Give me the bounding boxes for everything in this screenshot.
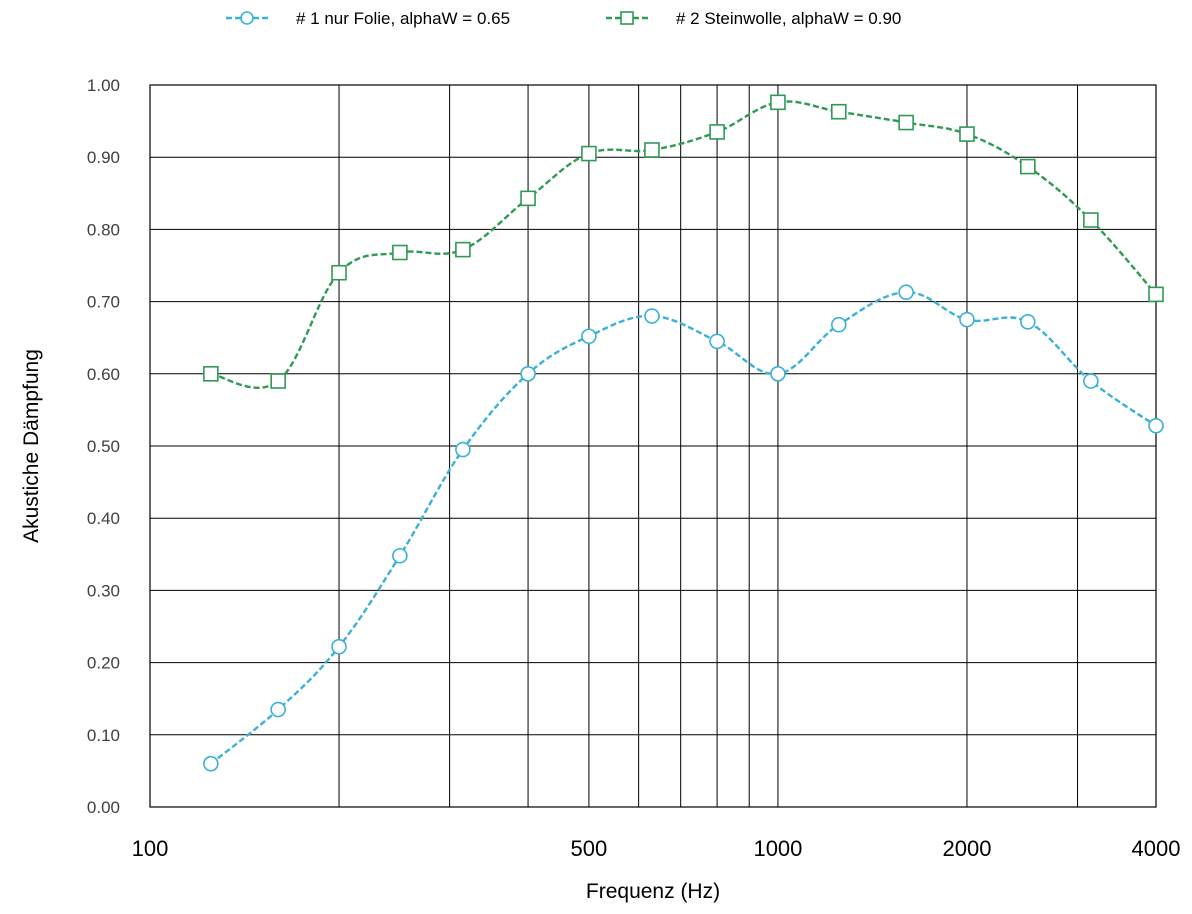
y-tick-label: 0.30	[87, 581, 120, 600]
data-point-circle	[392, 547, 408, 564]
data-point-circle	[709, 333, 725, 350]
data-point-square	[770, 94, 786, 111]
series-1	[203, 284, 1164, 772]
y-tick-label: 0.10	[87, 726, 120, 745]
legend-item-1: # 1 nur Folie, alphaW = 0.65	[226, 9, 510, 28]
data-point-square	[270, 373, 286, 389]
x-tick-label: 500	[571, 836, 608, 861]
y-tick-label: 0.20	[87, 654, 120, 673]
data-point-square	[644, 142, 660, 158]
y-tick-label: 0.70	[87, 293, 120, 312]
data-point-circle	[898, 284, 914, 301]
y-tick-label: 0.60	[87, 365, 120, 384]
data-point-circle	[203, 755, 219, 772]
data-point-square	[331, 264, 347, 281]
x-tick-label: 100	[132, 836, 169, 861]
y-tick-label: 0.40	[87, 509, 120, 528]
data-point-circle	[770, 365, 786, 382]
y-tick-label: 1.00	[87, 76, 120, 95]
y-tick-label: 0.90	[87, 148, 120, 167]
legend-item-2: # 2 Steinwolle, alphaW = 0.90	[606, 9, 901, 28]
data-point-square	[203, 365, 219, 382]
data-point-circle	[1148, 417, 1164, 434]
data-point-circle	[1083, 373, 1099, 389]
data-point-square	[959, 126, 975, 142]
data-point-square	[455, 241, 471, 258]
y-tick-label: 0.80	[87, 220, 120, 239]
x-tick-label: 4000	[1132, 836, 1181, 861]
legend-marker-square	[620, 11, 634, 25]
y-tick-label: 0.50	[87, 437, 120, 456]
data-point-square	[520, 190, 536, 207]
y-tick-label: 0.00	[87, 798, 120, 817]
legend: # 1 nur Folie, alphaW = 0.65 # 2 Steinwol…	[226, 9, 901, 28]
data-point-circle	[270, 701, 286, 718]
data-point-circle	[331, 638, 347, 655]
x-axis-tick-labels: 100 500 1000 2000 4000	[132, 836, 1181, 861]
data-point-square	[392, 244, 408, 261]
data-point-square	[898, 114, 914, 131]
data-point-circle	[455, 441, 471, 458]
data-point-square	[1083, 212, 1099, 228]
data-point-circle	[830, 316, 847, 333]
data-point-circle	[581, 328, 597, 345]
x-tick-label: 1000	[753, 836, 802, 861]
data-point-square	[1148, 286, 1164, 303]
data-point-square	[709, 124, 725, 140]
data-point-circle	[959, 311, 975, 328]
data-point-circle	[1020, 314, 1036, 330]
data-point-circle	[520, 365, 536, 382]
y-axis-tick-labels: 0.00 0.10 0.20 0.30 0.40 0.50 0.60 0.70 0.80 0.90…	[87, 76, 120, 817]
legend-marker-circle	[240, 11, 254, 25]
data-point-circle	[644, 308, 660, 324]
y-axis-title: Akustiche Dämpfung	[20, 349, 43, 543]
series-layer	[203, 94, 1164, 772]
legend-label: # 2 Steinwolle, alphaW = 0.90	[676, 9, 901, 28]
x-axis-title: Frequenz (Hz)	[586, 880, 720, 903]
series-2	[203, 94, 1164, 389]
data-point-square	[1020, 158, 1036, 175]
legend-label: # 1 nur Folie, alphaW = 0.65	[296, 9, 510, 28]
data-point-square	[581, 145, 597, 162]
data-point-square	[830, 103, 847, 120]
plot-area-frame	[149, 84, 1157, 808]
series-line	[210, 100, 1157, 389]
x-tick-label: 2000	[942, 836, 991, 861]
